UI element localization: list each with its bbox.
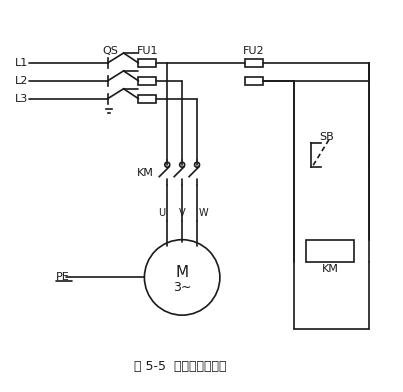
Circle shape [180, 162, 185, 167]
Text: U: U [158, 208, 165, 218]
Text: KM: KM [137, 168, 154, 178]
Text: FU1: FU1 [137, 46, 158, 56]
Text: M: M [176, 265, 189, 280]
Text: PE: PE [56, 272, 70, 282]
Text: L1: L1 [15, 58, 29, 68]
Text: 图 5-5  点动控制原理图: 图 5-5 点动控制原理图 [134, 360, 226, 373]
Bar [139, 77, 156, 85]
Text: L2: L2 [15, 76, 29, 86]
Circle shape [165, 162, 170, 167]
Circle shape [144, 240, 220, 315]
Bar [245, 59, 263, 67]
Text: 3∼: 3∼ [173, 281, 191, 294]
Bar [139, 95, 156, 103]
Text: QS: QS [103, 46, 118, 56]
Text: W: W [199, 208, 209, 218]
Circle shape [195, 162, 199, 167]
Bar [306, 240, 354, 261]
Text: SB: SB [320, 132, 334, 142]
Text: FU2: FU2 [243, 46, 264, 56]
Bar [139, 59, 156, 67]
Bar [245, 77, 263, 85]
Text: L3: L3 [15, 94, 29, 104]
Text: KM: KM [322, 265, 339, 274]
Text: V: V [179, 208, 185, 218]
